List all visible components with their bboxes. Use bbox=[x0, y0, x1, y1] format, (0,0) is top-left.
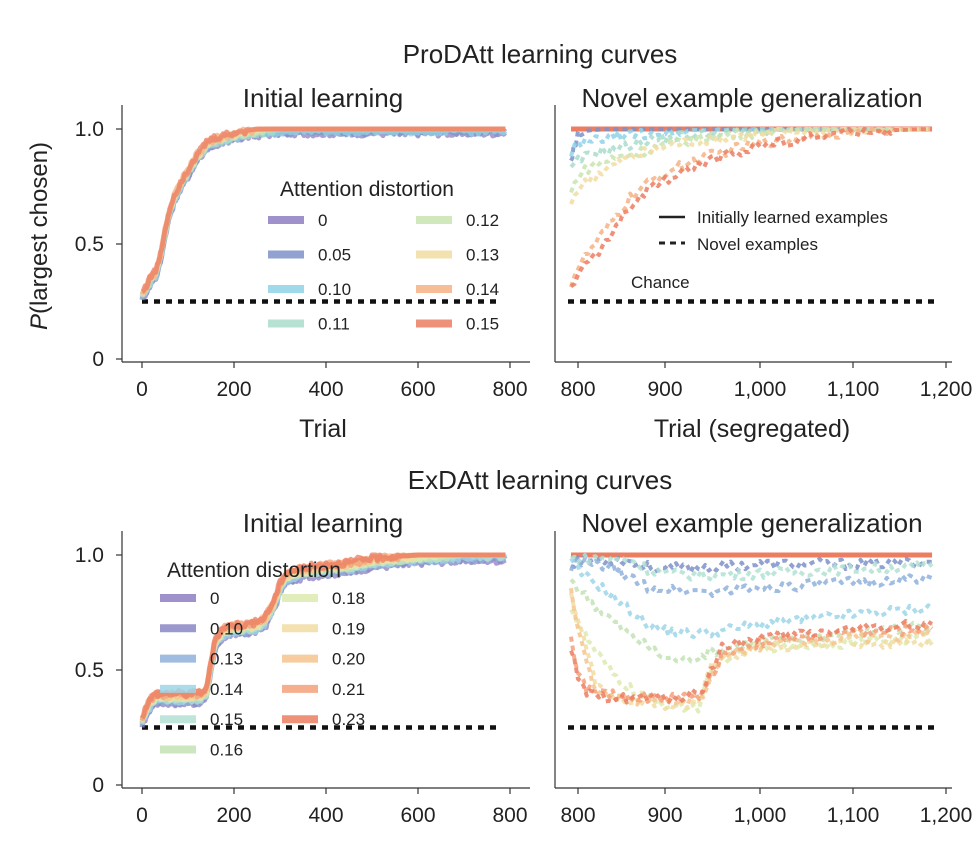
novel-curve bbox=[570, 553, 933, 575]
legend-title: Attention distortion bbox=[280, 178, 454, 201]
learning-curve-0-23 bbox=[139, 552, 507, 720]
x-axis-label-prodatt-initial: Trial bbox=[299, 415, 347, 443]
legend-label: 0.18 bbox=[332, 589, 365, 608]
panel-title-exdatt-novel: Novel example generalization bbox=[581, 508, 922, 538]
legend-label: 0.10 bbox=[210, 619, 243, 638]
panel-title-prodatt-novel: Novel example generalization bbox=[581, 83, 922, 113]
panel-title-exdatt-initial: Initial learning bbox=[243, 508, 403, 538]
novel-curve bbox=[569, 587, 934, 707]
x-tick-label: 400 bbox=[308, 378, 343, 401]
legend-prodatt-initial: Attention distortion 0 0.05 0.10 0.11 0.12 0.… bbox=[268, 178, 499, 334]
novel-curve bbox=[569, 556, 933, 598]
legend-label: 0.10 bbox=[318, 280, 351, 299]
x-tick-label: 1,000 bbox=[734, 804, 787, 827]
x-tick-label: 1,200 bbox=[920, 804, 973, 827]
x-tick-label: 800 bbox=[560, 378, 595, 401]
novel-curve bbox=[569, 127, 933, 288]
x-tick-label: 0 bbox=[136, 804, 148, 827]
plot-prodatt-novel: 800 900 1,000 1,100 1,200 bbox=[554, 105, 973, 401]
x-axis-label-prodatt-novel: Trial (segregated) bbox=[654, 415, 850, 443]
bottom-section-title: ExDAtt learning curves bbox=[408, 465, 672, 495]
legend-label: 0.15 bbox=[210, 710, 243, 729]
x-tick-label: 900 bbox=[647, 378, 682, 401]
novel-curve bbox=[569, 619, 934, 705]
y-axis-label-rest: (largest chosen) bbox=[26, 142, 53, 314]
x-tick-label: 1,100 bbox=[827, 804, 880, 827]
x-tick-label: 900 bbox=[647, 804, 682, 827]
y-tick-label: 0.5 bbox=[75, 659, 104, 682]
legend-label: 0.05 bbox=[318, 246, 351, 265]
y-axis-label-italic: P bbox=[26, 314, 53, 330]
y-tick-label: 0 bbox=[92, 348, 104, 371]
legend-label: 0.23 bbox=[332, 710, 365, 729]
legend-label: 0.14 bbox=[466, 280, 499, 299]
novel-curve bbox=[570, 553, 934, 583]
legend-exdatt-initial: Attention distortion 0 0.10 0.13 0.14 0.15 0.… bbox=[160, 559, 365, 760]
legend-label: 0.16 bbox=[210, 741, 243, 760]
legend-label: 0 bbox=[318, 211, 327, 230]
legend-solid-label: Initially learned examples bbox=[697, 208, 888, 227]
novel-curve bbox=[569, 623, 934, 705]
legend-label: 0.20 bbox=[332, 650, 365, 669]
legend-label: 0.15 bbox=[466, 315, 499, 334]
plot-exdatt-initial: 0 200 400 600 800 0 0.5 1.0 bbox=[75, 531, 530, 827]
legend-title: Attention distortion bbox=[167, 559, 341, 582]
plot-exdatt-novel: 800 900 1,000 1,100 1,200 bbox=[554, 531, 973, 827]
legend-label: 0.14 bbox=[210, 680, 243, 699]
legend-label: 0.12 bbox=[466, 211, 499, 230]
legend-label: 0 bbox=[210, 589, 219, 608]
learning-curve-0-15 bbox=[140, 126, 507, 294]
x-tick-label: 400 bbox=[308, 804, 343, 827]
legend-label: 0.19 bbox=[332, 619, 365, 638]
x-tick-label: 200 bbox=[216, 804, 251, 827]
legend-dashed-label: Novel examples bbox=[697, 235, 818, 254]
legend-label: 0.13 bbox=[210, 650, 243, 669]
x-tick-label: 800 bbox=[492, 804, 527, 827]
legend-label: 0.11 bbox=[318, 315, 350, 334]
y-tick-label: 0.5 bbox=[75, 233, 104, 256]
x-tick-label: 1,000 bbox=[734, 378, 787, 401]
novel-curve bbox=[569, 127, 933, 205]
plot-prodatt-initial: 0 200 400 600 800 0 0.5 1.0 bbox=[75, 105, 530, 401]
x-tick-label: 1,200 bbox=[920, 378, 973, 401]
y-tick-label: 0 bbox=[92, 774, 104, 797]
panel-title-prodatt-initial: Initial learning bbox=[243, 83, 403, 113]
top-section-title: ProDAtt learning curves bbox=[403, 39, 678, 69]
x-tick-label: 600 bbox=[400, 804, 435, 827]
novel-curve bbox=[569, 557, 934, 640]
legend-label: 0.21 bbox=[332, 680, 365, 699]
chance-label: Chance bbox=[631, 273, 690, 292]
y-tick-label: 1.0 bbox=[75, 118, 104, 141]
x-tick-label: 800 bbox=[492, 378, 527, 401]
x-tick-label: 800 bbox=[560, 804, 595, 827]
x-tick-label: 0 bbox=[136, 378, 148, 401]
x-tick-label: 200 bbox=[216, 378, 251, 401]
y-tick-label: 1.0 bbox=[75, 544, 104, 567]
novel-curve bbox=[569, 608, 934, 714]
x-tick-label: 1,100 bbox=[827, 378, 880, 401]
line-style-legend: Initially learned examples Novel example… bbox=[631, 208, 888, 292]
legend-label: 0.13 bbox=[466, 246, 499, 265]
x-tick-label: 600 bbox=[400, 378, 435, 401]
y-axis-label: P(largest chosen) bbox=[26, 142, 53, 330]
